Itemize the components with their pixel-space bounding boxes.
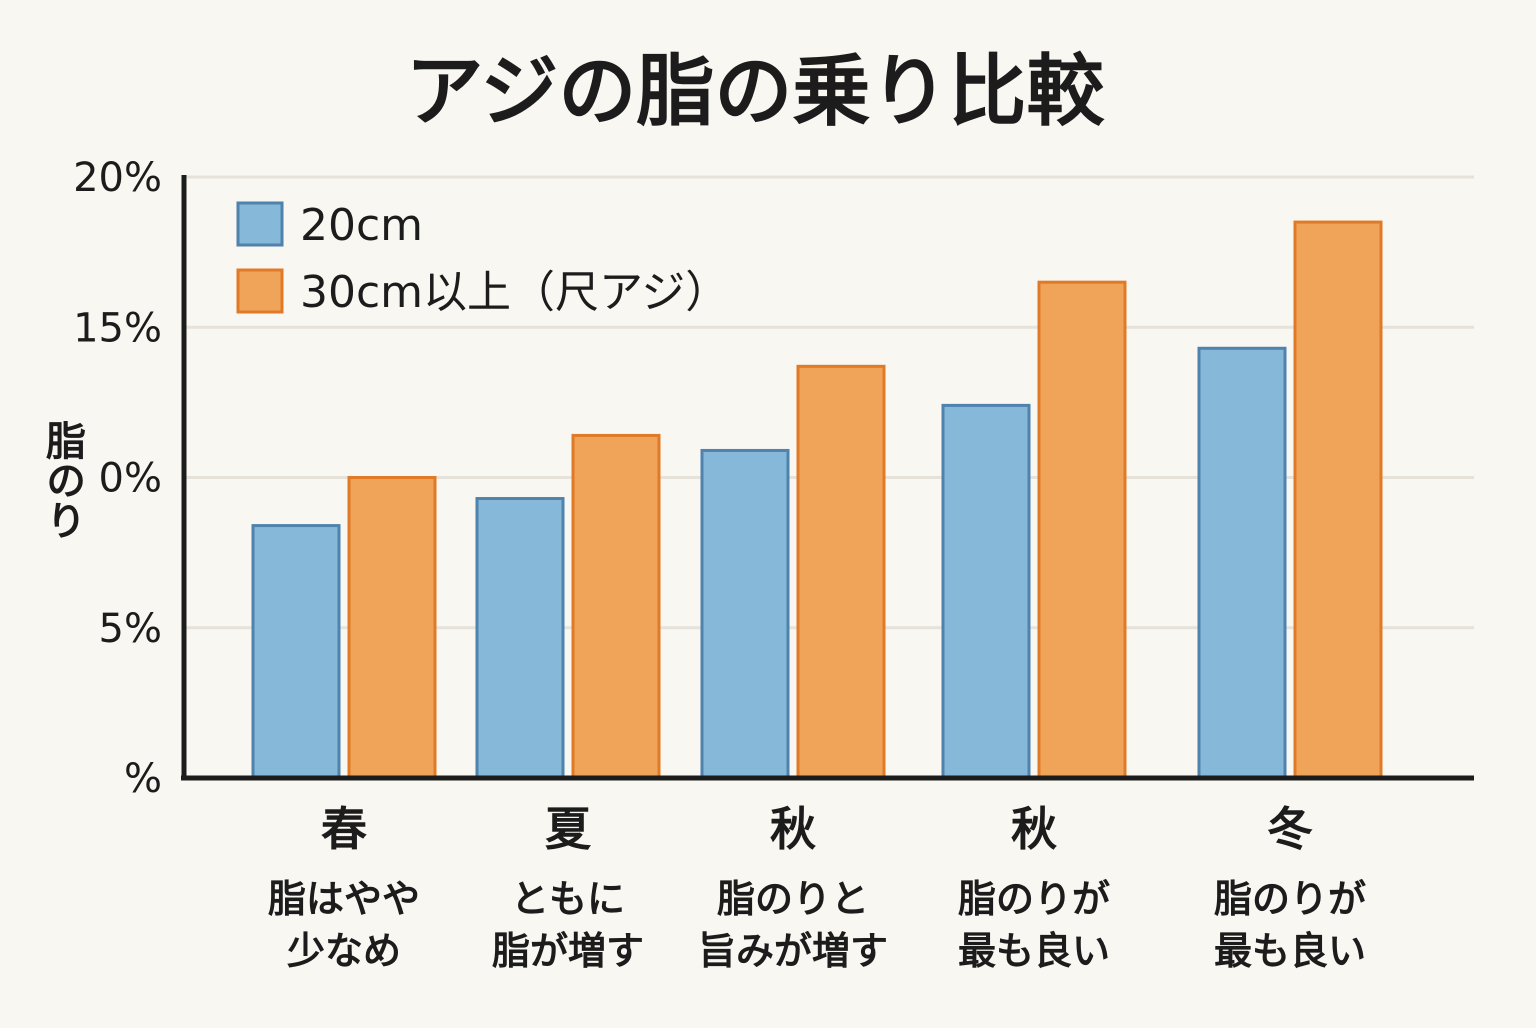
legend-swatch [236, 268, 284, 314]
y-tick-label: 15% [73, 305, 162, 351]
category-note: 脂のりが [958, 877, 1110, 921]
legend-label: 30cm以上（尺アジ） [300, 267, 729, 318]
y-tick-label: 20% [73, 155, 162, 201]
legend-label: 20cm [300, 200, 423, 251]
bar-20cm-2 [700, 448, 790, 780]
y-axis-label: 脂のり [39, 420, 86, 540]
y-tick-label: 0% [99, 456, 162, 502]
bar-30cm-2 [796, 364, 886, 780]
x-tick-label: 夏 [545, 802, 592, 856]
category-note: 旨みが増す [698, 929, 888, 973]
chart-title: アジの脂の乗り比較 [406, 47, 1106, 137]
category-note: 脂のりと [717, 877, 869, 921]
category-note: 脂のりが [1214, 877, 1366, 921]
legend-swatch [236, 201, 284, 247]
bar-30cm-1 [571, 433, 661, 780]
bar-30cm-4 [1293, 220, 1383, 780]
category-note: 脂はやや [268, 877, 420, 921]
x-tick-label: 冬 [1267, 802, 1313, 856]
bar-30cm-0 [347, 476, 437, 780]
y-tick-label: 5% [99, 606, 162, 652]
x-tick-label: 春 [321, 802, 367, 856]
bar-20cm-4 [1197, 346, 1287, 780]
x-tick-label: 秋 [770, 802, 816, 856]
category-note: 最も良い [958, 929, 1110, 973]
y-tick-label: % [124, 756, 162, 802]
bar-20cm-1 [475, 497, 565, 780]
bar-20cm-3 [941, 403, 1031, 780]
category-note: 脂が増す [492, 929, 644, 973]
category-note: 少なめ [287, 929, 401, 973]
category-note: ともに [511, 877, 625, 921]
x-tick-label: 秋 [1011, 802, 1057, 856]
category-note: 最も良い [1214, 929, 1366, 973]
bar-30cm-3 [1037, 280, 1127, 780]
bar-20cm-0 [251, 524, 341, 780]
